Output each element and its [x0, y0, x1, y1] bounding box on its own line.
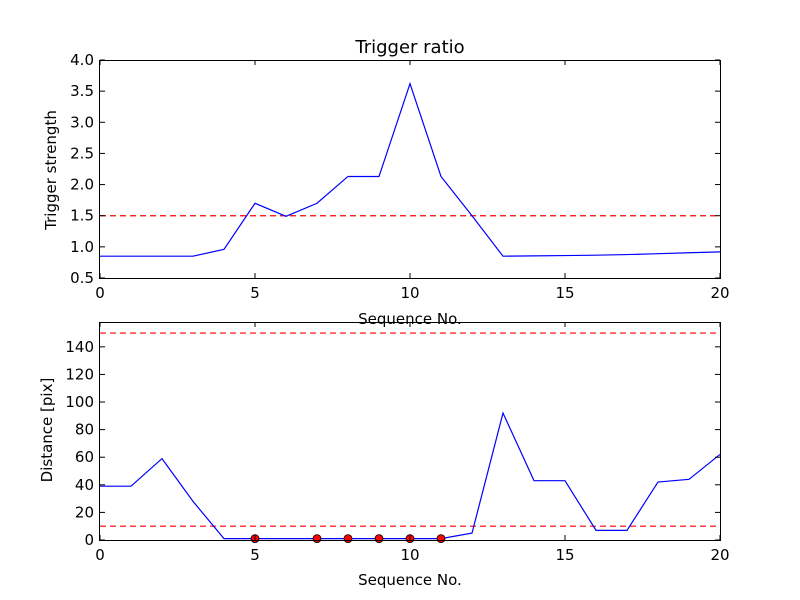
y-tick-label: 100 — [65, 393, 94, 411]
x-ticks: 0 5 10 15 20 — [95, 322, 730, 564]
y-ticks: 0.5 1.0 1.5 2.0 2.5 3.0 3.5 4.0 — [70, 51, 720, 287]
x-tick-label: 20 — [710, 284, 729, 302]
x-tick-label: 15 — [555, 284, 574, 302]
y-tick-label: 2.5 — [70, 144, 94, 162]
x-axis-label: Sequence No. — [358, 310, 462, 328]
x-tick-label: 0 — [95, 284, 105, 302]
y-tick-label: 80 — [75, 421, 94, 439]
y-tick-label: 1.5 — [70, 207, 94, 225]
chart-title: Trigger ratio — [354, 37, 464, 58]
series-lines — [100, 81, 721, 257]
y-tick-label: 4.0 — [70, 51, 94, 69]
distance-plot: 0 5 10 15 20 0 20 40 60 80 100 120 140 Sequence No.… — [38, 322, 730, 589]
y-tick-label: 140 — [65, 338, 94, 356]
y-tick-label: 2.0 — [70, 176, 94, 194]
data-point-marker — [312, 534, 322, 544]
trigger-ratio-plot: Trigger ratio 0 5 10 15 20 0.5 1.0 1.5 2.0 2.5 3.… — [42, 37, 730, 328]
x-tick-label: 10 — [400, 546, 419, 564]
x-tick-label: 5 — [250, 284, 260, 302]
y-axis-label: Trigger strength — [42, 110, 60, 231]
y-tick-label: 0 — [84, 531, 94, 549]
axes-frame — [99, 60, 721, 279]
x-tick-label: 10 — [400, 284, 419, 302]
data-point-marker — [343, 534, 353, 544]
axes-frame — [99, 322, 721, 541]
series-line — [100, 411, 721, 540]
series-lines — [100, 411, 721, 540]
x-tick-label: 15 — [555, 546, 574, 564]
y-ticks: 0 20 40 60 80 100 120 140 — [65, 338, 720, 549]
y-tick-label: 3.0 — [70, 113, 94, 131]
y-tick-label: 1.0 — [70, 238, 94, 256]
y-tick-label: 0.5 — [70, 269, 94, 287]
x-tick-label: 20 — [710, 546, 729, 564]
x-axis-label: Sequence No. — [358, 571, 462, 589]
x-tick-label: 0 — [95, 546, 105, 564]
series-line — [100, 81, 721, 257]
threshold-lines — [100, 332, 720, 527]
data-point-marker — [374, 534, 384, 544]
x-ticks: 0 5 10 15 20 — [95, 60, 730, 302]
data-point-marker — [436, 534, 446, 544]
x-tick-label: 5 — [250, 546, 260, 564]
y-tick-label: 3.5 — [70, 82, 94, 100]
y-tick-label: 40 — [75, 476, 94, 494]
y-tick-label: 120 — [65, 365, 94, 383]
y-tick-label: 60 — [75, 448, 94, 466]
y-axis-label: Distance [pix] — [38, 378, 56, 483]
y-tick-label: 20 — [75, 503, 94, 521]
